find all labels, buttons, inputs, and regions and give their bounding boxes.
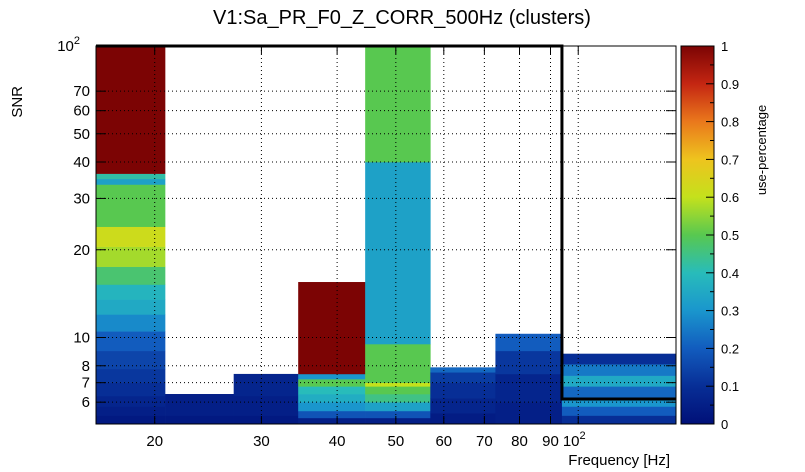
heatmap-cell [96,266,166,285]
heatmap-cell [495,350,563,375]
heatmap-cell [96,331,166,352]
x-tick-label: 102 [563,430,586,450]
color-scale-tick-label: 0.5 [721,228,739,243]
heatmap-cell [561,375,677,387]
plot-frame [95,45,677,425]
heatmap-cell [96,350,166,370]
heatmap-cell [365,344,431,383]
heatmap-cell [96,246,166,267]
heatmap-cell [96,299,166,315]
heatmap-cell [365,394,431,403]
heatmap-cell [495,402,563,425]
heatmap-cell [298,402,366,412]
x-axis: 20 30 40 50 60 70 80 90 102 [146,46,586,450]
heatmap-cell [365,417,431,425]
heatmap-cell [96,368,166,383]
heatmap-cell [96,314,166,332]
heatmap-cell [365,162,431,345]
heatmap-cell [365,46,431,163]
heatmap-cell [96,415,166,425]
y-tick-label: 20 [73,242,90,259]
x-axis-label: Frequency [Hz] [568,452,670,469]
heatmap-cell [298,373,366,380]
x-tick-label: 70 [476,433,493,450]
x-tick-label: 60 [435,433,452,450]
y-axis: 6 78 10 20 30 40 50 60 70 102 [57,35,676,411]
heatmap-cell [96,46,166,174]
heatmap-cell [298,282,366,375]
heatmap-cell [430,367,496,373]
heatmap-cell [96,406,166,416]
heatmap-cell [365,402,431,412]
y-tick-label: 30 [73,190,90,207]
heatmap-cell [365,386,431,395]
color-scale-tick-label: 1 [721,39,728,54]
color-scale-tick-label: 0.1 [721,379,739,394]
heatmap-cell [233,396,299,416]
heatmap-cell [430,382,496,399]
y-tick-label: 50 [73,126,90,143]
color-scale-tick-label: 0.3 [721,304,739,319]
y-tick-label: 102 [57,35,80,55]
y-tick-label: 6 [82,394,90,411]
y-tick-label: 70 [73,83,90,100]
heatmap-cell [165,394,234,416]
x-tick-label: 30 [253,433,270,450]
heatmap-cell [96,382,166,397]
y-tick-label: 10 [73,330,90,347]
heatmap-cell [365,410,431,419]
heatmap-cell [233,373,299,397]
color-scale-tick-label: 0.9 [721,77,739,92]
color-scale-tick-label: 0.6 [721,190,739,205]
x-tick-label: 20 [146,433,163,450]
heatmap-cell [298,394,366,403]
color-scale-label: use-percentage [754,105,769,195]
heatmap-cell [298,386,366,395]
heatmap-cell [495,373,563,403]
color-scale-tick-label: 0.8 [721,115,739,130]
chart-title: V1:Sa_PR_F0_Z_CORR_500Hz (clusters) [213,7,591,29]
heatmap-cell [298,410,366,419]
heatmap-cell [561,398,677,407]
color-scale-tick-label: 0.4 [721,266,739,281]
heatmap-cell [430,372,496,383]
color-scale-tick-label: 0.7 [721,152,739,167]
heatmap-cell [96,178,166,185]
y-tick-label: 60 [73,103,90,120]
heatmap-cells [96,46,677,425]
x-tick-label: 90 [542,433,559,450]
heatmap-cell [96,184,166,227]
heatmap-cell [165,415,234,425]
heatmap-cell [561,386,677,399]
heatmap-cell [233,415,299,425]
heatmap-cell [96,173,166,180]
heatmap-cell [561,364,677,376]
color-scale: 0 0.1 0.2 0.3 0.4 0.5 0.6 0.7 0.8 0.9 1 [680,39,739,432]
y-tick-label: 8 [82,358,90,375]
heatmap-cell [96,396,166,407]
color-scale-tick-label: 0.2 [721,341,739,356]
y-tick-label: 7 [82,375,90,392]
x-tick-label: 50 [387,433,404,450]
x-tick-label: 40 [329,433,346,450]
heatmap-cell [298,379,366,387]
heatmap-cell [561,415,677,425]
heatmap-cell [96,226,166,247]
y-axis-label: SNR [9,86,26,118]
heatmap-cell [365,382,431,387]
x-tick-label: 80 [511,433,528,450]
heatmap-cell [561,353,677,365]
color-scale-tick-label: 0 [721,417,728,432]
heatmap-cell [430,398,496,414]
heatmap-cell [430,413,496,425]
heatmap-cell [96,284,166,300]
y-tick-label: 40 [73,154,90,171]
heatmap-cell [495,333,563,352]
heatmap-cell [561,406,677,416]
heatmap-cell [298,417,366,425]
